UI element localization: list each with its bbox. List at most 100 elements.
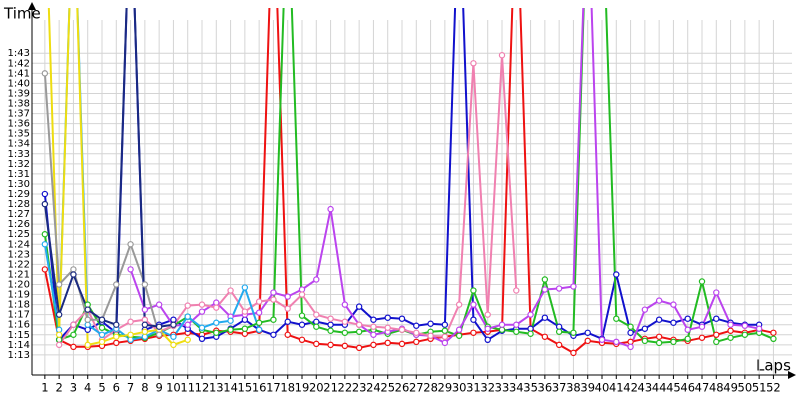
data-point (655, 316, 663, 323)
data-point (355, 321, 363, 328)
data-point (127, 241, 134, 248)
data-point (255, 319, 263, 326)
data-point (513, 328, 520, 335)
y-tick-label: 1:40 (8, 78, 30, 89)
x-tick-label: 44 (652, 381, 667, 395)
data-point (70, 266, 77, 273)
data-point (127, 336, 134, 344)
data-point (84, 341, 91, 349)
data-point (513, 321, 520, 328)
data-point (184, 336, 191, 344)
data-point (84, 321, 91, 328)
data-point (98, 331, 106, 338)
data-point (270, 289, 277, 296)
y-tick-label: 1:33 (8, 149, 30, 160)
grid (32, 20, 792, 375)
data-point (641, 337, 649, 345)
x-tick-label: 12 (195, 381, 210, 395)
data-point (284, 305, 291, 312)
data-point (298, 321, 306, 328)
data-point (670, 319, 677, 326)
x-tick-label: 28 (423, 381, 438, 395)
data-point (670, 338, 677, 346)
data-point (684, 326, 691, 333)
data-point (398, 315, 406, 322)
data-point (770, 335, 777, 343)
data-point (198, 301, 206, 308)
data-point (241, 325, 249, 332)
x-tick-label: 50 (738, 381, 753, 395)
data-point (327, 315, 334, 322)
data-point (641, 306, 649, 313)
data-point (555, 323, 563, 330)
data-point (670, 301, 677, 308)
data-point (213, 304, 220, 311)
x-tick-label: 34 (509, 381, 524, 395)
data-point (727, 321, 734, 328)
y-tick-label: 1:22 (8, 259, 30, 270)
data-point (141, 281, 149, 288)
x-tick-label: 52 (766, 381, 781, 395)
data-point (327, 321, 334, 328)
data-point (170, 316, 177, 323)
data-point (698, 323, 706, 330)
data-point (627, 338, 634, 346)
data-point (655, 339, 663, 347)
data-point (70, 271, 77, 278)
data-point (484, 311, 491, 318)
data-point (698, 278, 706, 285)
data-point (170, 321, 177, 328)
data-point (127, 331, 134, 338)
data-point (713, 289, 720, 296)
y-tick-label: 1:21 (8, 269, 30, 280)
y-tick-label: 1:29 (8, 189, 30, 200)
y-tick-label: 1:18 (8, 300, 30, 311)
data-point (141, 306, 149, 313)
data-point (98, 338, 106, 346)
data-point (413, 322, 420, 329)
data-point (127, 266, 134, 273)
data-point (384, 314, 391, 321)
data-point (213, 329, 220, 336)
data-point (184, 302, 191, 309)
data-point (55, 341, 63, 349)
series-line (43, 8, 774, 355)
data-point (484, 325, 491, 332)
y-tick-label: 1:23 (8, 249, 30, 260)
data-point (84, 306, 91, 313)
data-point (755, 325, 763, 332)
data-point (527, 325, 534, 332)
data-point (327, 327, 334, 334)
x-tick-label: 46 (680, 381, 695, 395)
x-tick-label: 8 (141, 381, 148, 395)
data-point (341, 329, 349, 336)
y-axis-label: Time (3, 5, 41, 23)
y-tick-label: 1:37 (8, 109, 30, 120)
data-point (498, 326, 506, 333)
x-tick-label: 30 (452, 381, 467, 395)
data-point (341, 342, 349, 350)
data-point (413, 329, 420, 336)
y-tick-label: 1:35 (8, 129, 30, 140)
x-tick-label: 39 (580, 381, 595, 395)
data-point (41, 200, 49, 208)
x-tick-label: 4 (84, 381, 91, 395)
plot-area (41, 8, 777, 357)
x-tick-label: 16 (252, 381, 267, 395)
data-point (470, 329, 477, 336)
data-point (355, 344, 363, 352)
data-point (298, 336, 306, 344)
x-tick-label: 25 (380, 381, 395, 395)
x-tick-label: 3 (70, 381, 77, 395)
x-tick-label: 48 (709, 381, 724, 395)
data-point (313, 311, 320, 318)
data-point (455, 332, 463, 339)
x-tick-label: 14 (223, 381, 238, 395)
data-point (227, 317, 234, 324)
y-tick-label: 1:42 (8, 58, 30, 69)
x-tick-label: 23 (352, 381, 367, 395)
data-point (41, 231, 49, 238)
y-tick-label: 1:24 (8, 239, 30, 250)
data-point (584, 337, 591, 345)
x-tick-label: 5 (98, 381, 105, 395)
